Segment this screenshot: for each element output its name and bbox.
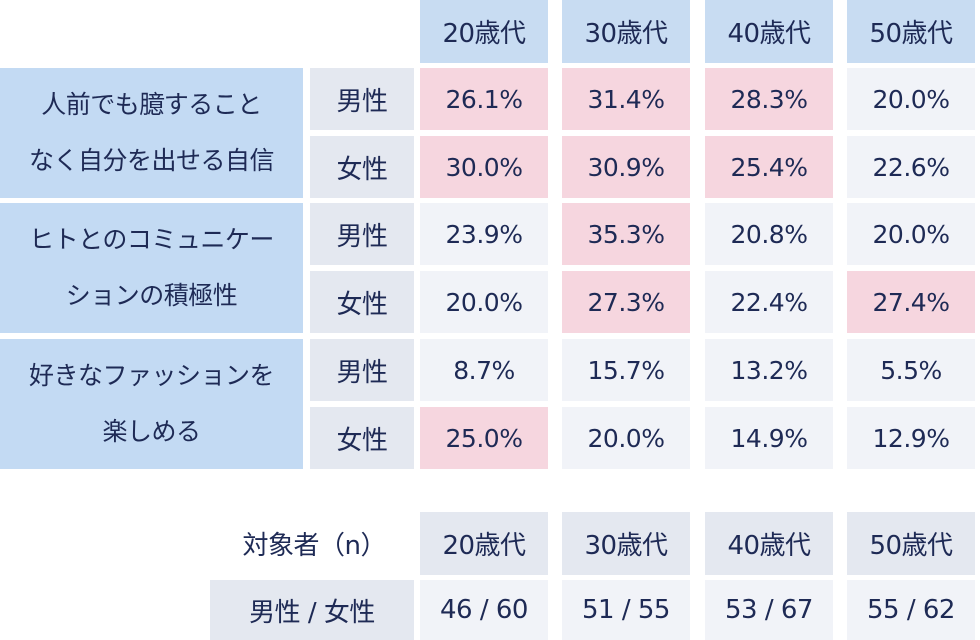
sample-value-cell: 55 / 62 <box>847 580 975 640</box>
gender-label: 男性 <box>310 339 414 401</box>
value-cell: 26.1% <box>420 68 548 130</box>
sample-value-cell: 46 / 60 <box>420 580 548 640</box>
value-cell: 23.9% <box>420 203 548 265</box>
sample-age-header-20s: 20歳代 <box>420 512 548 575</box>
category-label-line: 好きなファッションを <box>28 361 275 390</box>
value-cell: 22.6% <box>847 136 975 198</box>
category-label: 人前でも臆すること なく自分を出せる自信 <box>0 68 303 198</box>
value-cell: 25.0% <box>420 407 548 469</box>
category-label-line: ションの積極性 <box>65 281 238 310</box>
sample-value-cell: 53 / 67 <box>705 580 833 640</box>
sample-age-header-40s: 40歳代 <box>705 512 833 575</box>
sample-age-header-30s: 30歳代 <box>562 512 690 575</box>
value-cell: 13.2% <box>705 339 833 401</box>
category-label-line: 人前でも臆すること <box>41 90 262 119</box>
gender-label: 女性 <box>310 407 414 469</box>
value-cell: 20.0% <box>847 68 975 130</box>
value-cell: 20.0% <box>562 407 690 469</box>
gender-label: 女性 <box>310 136 414 198</box>
value-cell: 25.4% <box>705 136 833 198</box>
value-cell: 27.4% <box>847 271 975 333</box>
value-cell: 20.0% <box>420 271 548 333</box>
value-cell: 20.8% <box>705 203 833 265</box>
age-header-20s: 20歳代 <box>420 0 548 63</box>
value-cell: 27.3% <box>562 271 690 333</box>
category-label-line: ヒトとのコミュニケー <box>29 225 274 254</box>
value-cell: 15.7% <box>562 339 690 401</box>
value-cell: 22.4% <box>705 271 833 333</box>
age-header-30s: 30歳代 <box>562 0 690 63</box>
value-cell: 12.9% <box>847 407 975 469</box>
gender-label: 男性 <box>310 203 414 265</box>
category-label: ヒトとのコミュニケー ションの積極性 <box>0 203 303 333</box>
category-label-line: 楽しめる <box>102 417 201 446</box>
value-cell: 30.0% <box>420 136 548 198</box>
category-label: 好きなファッションを 楽しめる <box>0 339 303 469</box>
category-label-line: なく自分を出せる自信 <box>28 146 275 175</box>
sample-value-cell: 51 / 55 <box>562 580 690 640</box>
age-header-40s: 40歳代 <box>705 0 833 63</box>
value-cell: 8.7% <box>420 339 548 401</box>
value-cell: 5.5% <box>847 339 975 401</box>
value-cell: 28.3% <box>705 68 833 130</box>
value-cell: 30.9% <box>562 136 690 198</box>
gender-label: 男性 <box>310 68 414 130</box>
value-cell: 14.9% <box>705 407 833 469</box>
sample-age-header-50s: 50歳代 <box>847 512 975 575</box>
gender-label: 女性 <box>310 271 414 333</box>
value-cell: 31.4% <box>562 68 690 130</box>
age-header-50s: 50歳代 <box>847 0 975 63</box>
sample-row-label: 男性 / 女性 <box>210 580 414 640</box>
value-cell: 35.3% <box>562 203 690 265</box>
value-cell: 20.0% <box>847 203 975 265</box>
sample-label: 対象者（n） <box>242 531 387 561</box>
